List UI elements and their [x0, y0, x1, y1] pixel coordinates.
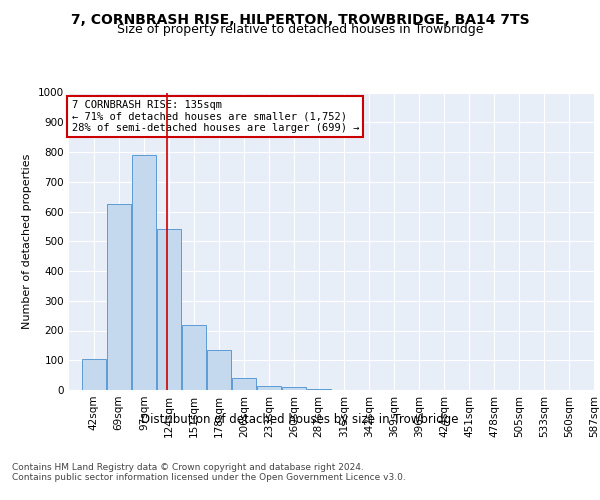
Bar [107, 204, 131, 390]
Text: Size of property relative to detached houses in Trowbridge: Size of property relative to detached ho… [117, 22, 483, 36]
Bar [282, 387, 306, 390]
Text: 7, CORNBRASH RISE, HILPERTON, TROWBRIDGE, BA14 7TS: 7, CORNBRASH RISE, HILPERTON, TROWBRIDGE… [71, 12, 529, 26]
Y-axis label: Number of detached properties: Number of detached properties [22, 154, 32, 329]
Bar [132, 155, 156, 390]
Bar [157, 230, 181, 390]
Bar [232, 378, 256, 390]
Text: Contains HM Land Registry data © Crown copyright and database right 2024.
Contai: Contains HM Land Registry data © Crown c… [12, 462, 406, 482]
Bar [257, 386, 281, 390]
Text: Distribution of detached houses by size in Trowbridge: Distribution of detached houses by size … [141, 412, 459, 426]
Bar [206, 350, 230, 390]
Bar [182, 324, 206, 390]
Text: 7 CORNBRASH RISE: 135sqm
← 71% of detached houses are smaller (1,752)
28% of sem: 7 CORNBRASH RISE: 135sqm ← 71% of detach… [71, 100, 359, 133]
Bar [307, 388, 331, 390]
Bar [82, 360, 106, 390]
